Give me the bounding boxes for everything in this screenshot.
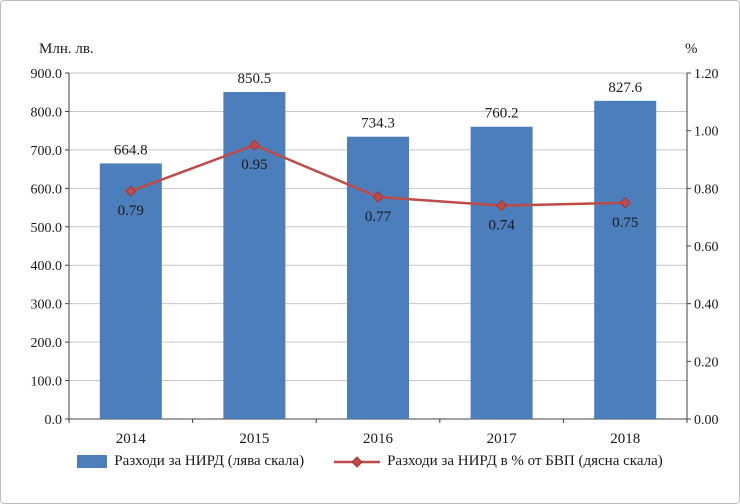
left-axis-tick-label: 200.0 [31,336,63,351]
right-axis-tick-label: 0.60 [694,240,719,255]
line-point-label: 0.74 [488,218,515,234]
line-marker-2014 [125,185,137,197]
line-marker-2017 [495,199,508,212]
line-point-label: 0.75 [612,215,638,231]
left-axis-tick-label: 400.0 [31,259,63,274]
legend-item-bars: Разходи за НИРД (лява скала) [77,453,304,470]
line-marker-2015 [248,139,261,151]
legend-line-swatch-icon [334,455,381,468]
line-point-label: 0.77 [365,209,392,225]
line-point-label: 0.79 [118,203,144,219]
left-axis-tick-label: 100.0 [31,375,63,390]
x-axis-category-label: 2017 [487,431,518,447]
right-axis-tick-label: 1.20 [694,67,719,82]
right-axis-tick-label: 0.00 [694,413,719,428]
legend-item-line: Разходи за НИРД в % от БВП (дясна скала) [334,453,663,470]
x-axis-category-label: 2014 [116,431,147,447]
left-axis-tick-label: 600.0 [31,182,63,197]
line-marker-2018 [619,197,631,209]
right-axis-title: % [685,41,698,57]
legend-line-label: Разходи за НИРД в % от БВП (дясна скала) [387,453,663,469]
bar-2017 [470,126,533,419]
line-point-label: 0.95 [241,157,267,173]
bar-value-label: 734.3 [361,116,395,132]
legend-bar-swatch-icon [77,455,108,468]
bar-value-label: 760.2 [485,106,519,122]
x-axis-category-label: 2016 [363,431,394,447]
left-axis-tick-label: 500.0 [31,221,63,236]
right-axis-tick-label: 1.00 [694,125,719,140]
left-axis-tick-label: 800.0 [31,105,63,120]
left-axis-tick-label: 900.0 [31,67,63,82]
right-axis-tick-label: 0.80 [694,182,719,197]
legend-bar-label: Разходи за НИРД (лява скала) [114,453,305,469]
chart-legend: Разходи за НИРД (лява скала) Разходи за … [1,453,739,470]
left-axis-tick-label: 700.0 [31,144,63,159]
right-axis-tick-label: 0.20 [694,355,719,370]
right-axis-tick-label: 0.40 [694,298,719,313]
bar-2014 [99,163,162,419]
bar-value-label: 664.8 [114,142,148,158]
bar-value-label: 827.6 [608,80,642,96]
left-axis-tick-label: 300.0 [31,298,63,313]
line-marker-2016 [372,191,384,203]
left-axis-tick-label: 0.0 [45,413,63,428]
bar-2018 [594,100,657,420]
x-axis-category-label: 2015 [239,431,269,447]
legend-line-diamond [351,455,363,468]
bar-value-label: 850.5 [238,71,272,87]
left-axis-title: Млн. лв. [39,41,94,57]
bar-2016 [347,136,409,419]
x-axis-category-label: 2018 [610,431,640,447]
